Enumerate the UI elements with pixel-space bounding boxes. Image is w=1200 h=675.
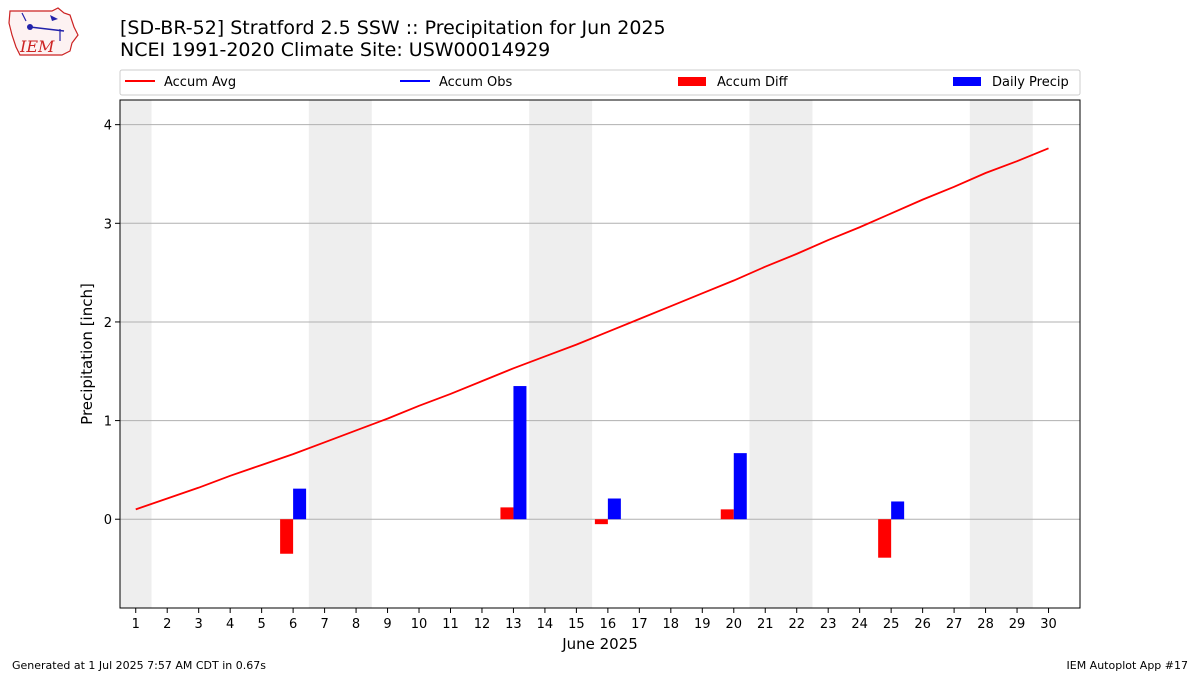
legend-label-2: Accum Diff	[717, 75, 789, 90]
legend-swatch-3	[953, 77, 981, 86]
x-tick-label-8: 8	[352, 617, 360, 632]
x-tick-label-28: 28	[977, 617, 994, 632]
grid-lines	[120, 124, 1080, 520]
x-tick-label-21: 21	[757, 617, 774, 632]
weekend-shade-2	[529, 100, 593, 608]
iem-logo: IEM	[8, 7, 79, 56]
accum-diff-bar-day-6	[280, 519, 294, 554]
legend: Accum Avg Accum Obs Accum Diff Daily Precip	[119, 69, 1081, 96]
logo-text: IEM	[19, 37, 55, 56]
weekend-shading	[120, 100, 1033, 608]
daily-precip-bar-day-16	[607, 498, 621, 520]
x-tick-label-30: 30	[1040, 617, 1057, 632]
x-axis-label: June 2025	[561, 635, 638, 653]
x-tick-label-23: 23	[820, 617, 837, 632]
x-tick-label-2: 2	[163, 617, 171, 632]
weekend-shade-3	[749, 100, 813, 608]
x-tick-label-6: 6	[289, 617, 297, 632]
x-tick-label-19: 19	[694, 617, 711, 632]
daily-precip-bar-day-25	[891, 501, 905, 520]
x-tick-label-17: 17	[631, 617, 648, 632]
daily-precip-bar-day-20	[733, 453, 747, 520]
x-tick-label-9: 9	[383, 617, 391, 632]
accum-avg-line	[135, 147, 1049, 511]
x-tick-label-25: 25	[883, 617, 900, 632]
daily-precip-bar-day-13	[513, 386, 527, 520]
accum-diff-bar-day-13	[500, 507, 514, 520]
x-tick-label-16: 16	[600, 617, 617, 632]
weekend-shade-0	[120, 100, 152, 608]
chart-title: [SD-BR-52] Stratford 2.5 SSW :: Precipit…	[120, 17, 666, 39]
weekend-shade-1	[308, 100, 372, 608]
x-tick-label-29: 29	[1009, 617, 1026, 632]
accum-diff-bar-day-25	[878, 519, 892, 558]
x-tick-label-10: 10	[411, 617, 428, 632]
chart-subtitle: NCEI 1991-2020 Climate Site: USW00014929	[120, 39, 551, 61]
x-tick-label-7: 7	[320, 617, 328, 632]
x-tick-label-26: 26	[914, 617, 931, 632]
legend-label-1: Accum Obs	[439, 75, 512, 90]
legend-swatch-2	[678, 77, 706, 86]
x-tick-label-11: 11	[442, 617, 459, 632]
x-tick-label-15: 15	[568, 617, 585, 632]
y-tick-label-4: 4	[104, 119, 112, 134]
x-tick-label-14: 14	[537, 617, 554, 632]
x-axis-ticks: 1 2 3 4 5 6 7 8 9 10 11 12 13 14 15 16 17 18 19 20 21 22 23 24 2…	[132, 608, 1057, 632]
plot-frame	[119, 99, 1081, 609]
x-tick-label-24: 24	[851, 617, 868, 632]
generated-timestamp: Generated at 1 Jul 2025 7:57 AM CDT in 0…	[12, 659, 266, 672]
y-axis-ticks: 0 1 2 3 4	[104, 119, 120, 528]
line-series	[135, 147, 1049, 511]
y-tick-label-0: 0	[104, 513, 112, 528]
x-tick-label-20: 20	[725, 617, 742, 632]
x-tick-label-22: 22	[788, 617, 805, 632]
x-tick-label-3: 3	[195, 617, 203, 632]
accum-diff-bar-day-20	[720, 509, 734, 520]
x-tick-label-5: 5	[257, 617, 265, 632]
x-tick-label-13: 13	[505, 617, 522, 632]
legend-label-3: Daily Precip	[992, 75, 1069, 90]
x-tick-label-27: 27	[946, 617, 963, 632]
weekend-shade-4	[969, 100, 1033, 608]
x-tick-label-18: 18	[663, 617, 680, 632]
x-tick-label-4: 4	[226, 617, 234, 632]
y-tick-label-2: 2	[104, 316, 112, 331]
legend-frame	[119, 69, 1081, 96]
app-credit: IEM Autoplot App #17	[1066, 659, 1189, 672]
legend-label-0: Accum Avg	[164, 75, 236, 90]
bar-series	[280, 386, 905, 558]
accum-diff-bar-day-16	[594, 519, 608, 525]
y-tick-label-3: 3	[104, 217, 112, 232]
x-tick-label-12: 12	[474, 617, 491, 632]
y-tick-label-1: 1	[104, 415, 112, 430]
x-tick-label-1: 1	[132, 617, 140, 632]
y-axis-label: Precipitation [inch]	[78, 283, 96, 425]
daily-precip-bar-day-6	[293, 488, 307, 520]
